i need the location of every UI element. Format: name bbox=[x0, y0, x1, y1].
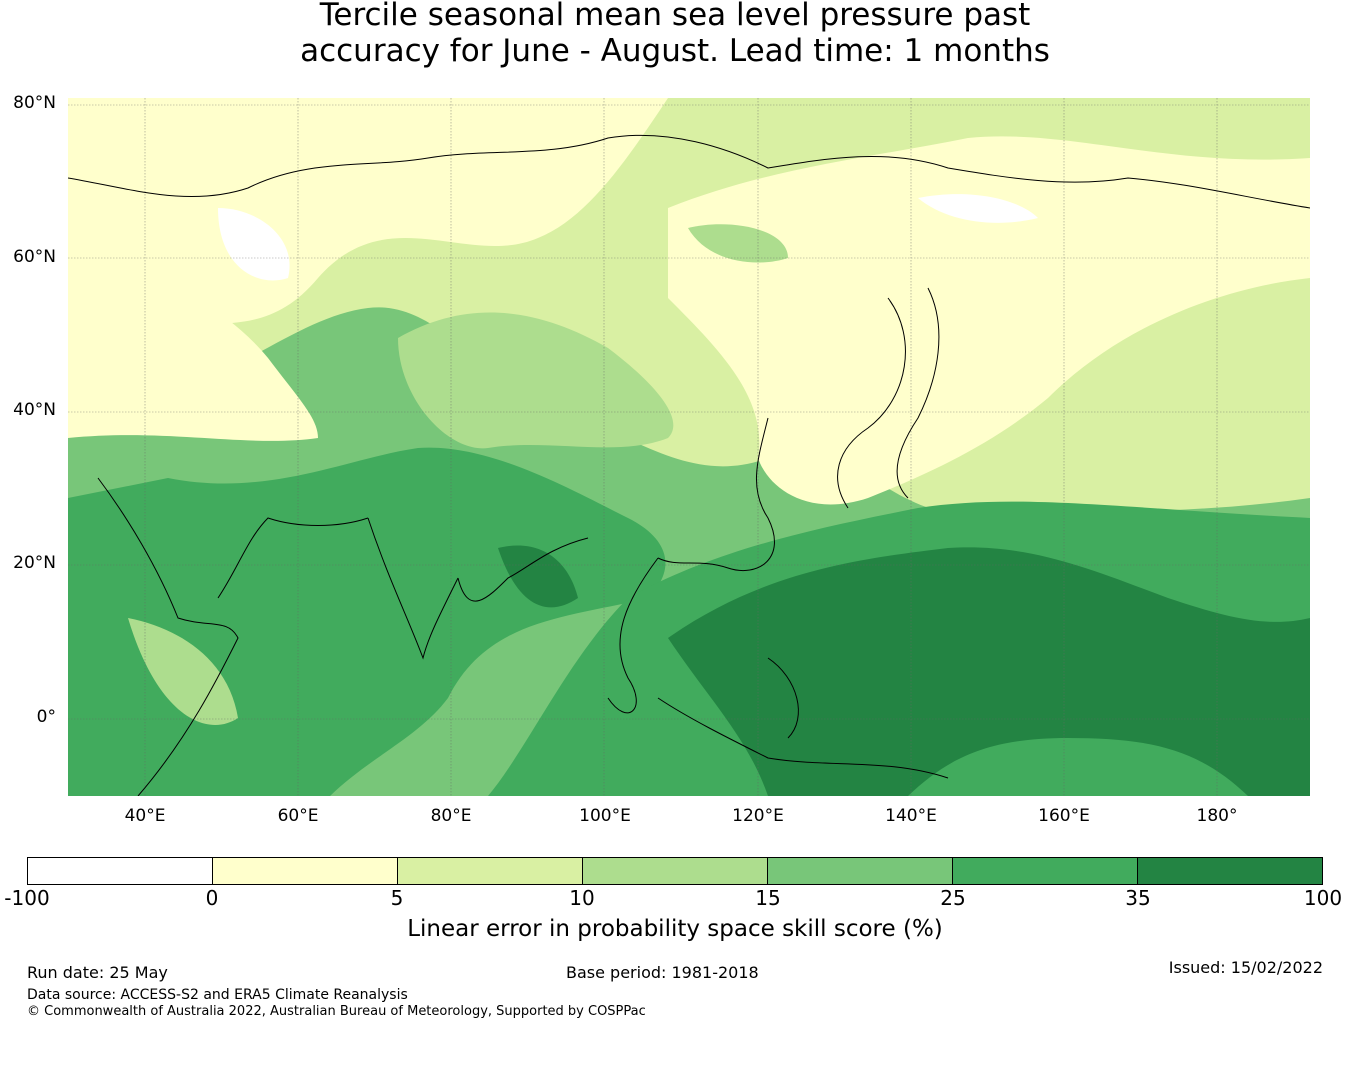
graticule bbox=[68, 98, 1310, 796]
colorbar-segment-1 bbox=[213, 858, 398, 884]
issued-date: Issued: 15/02/2022 bbox=[1168, 958, 1323, 977]
chart-title-line1: Tercile seasonal mean sea level pressure… bbox=[319, 0, 1031, 33]
coastlines bbox=[68, 134, 1310, 796]
colorbar-tick: 100 bbox=[1303, 886, 1343, 910]
lon-label-80e: 80°E bbox=[430, 806, 472, 826]
colorbar-segment-4 bbox=[768, 858, 953, 884]
lat-label-40n: 40°N bbox=[13, 400, 56, 420]
skill-region-pacific-35plus bbox=[668, 547, 1310, 796]
skill-region-mongolia-10to15 bbox=[688, 224, 788, 263]
colorbar-label: Linear error in probability space skill … bbox=[407, 916, 943, 942]
lat-label-60n: 60°N bbox=[13, 247, 56, 267]
colorbar-tick: 0 bbox=[205, 886, 219, 910]
colorbar-segment-0 bbox=[28, 858, 213, 884]
lon-label-120e: 120°E bbox=[732, 806, 784, 826]
data-source: Data source: ACCESS-S2 and ERA5 Climate … bbox=[27, 987, 408, 1003]
colorbar-tick: 25 bbox=[940, 886, 966, 910]
skill-region-centralasia-10to15 bbox=[398, 312, 674, 449]
copyright: © Commonwealth of Australia 2022, Austra… bbox=[27, 1004, 646, 1019]
colorbar-segment-6 bbox=[1138, 858, 1322, 884]
skill-region-arctic-negative bbox=[218, 208, 290, 281]
skill-score-map bbox=[68, 98, 1310, 796]
skill-region-east-0to5 bbox=[668, 136, 1310, 505]
lon-label-100e: 100°E bbox=[579, 806, 631, 826]
lat-label-20n: 20°N bbox=[13, 553, 56, 573]
lon-label-160e: 160°E bbox=[1038, 806, 1090, 826]
colorbar bbox=[27, 857, 1323, 885]
colorbar-tick: 10 bbox=[569, 886, 595, 910]
colorbar-segment-5 bbox=[953, 858, 1138, 884]
colorbar-tick: 5 bbox=[390, 886, 404, 910]
lat-label-0: 0° bbox=[36, 707, 56, 727]
lon-label-140e: 140°E bbox=[885, 806, 937, 826]
lon-label-180: 180° bbox=[1196, 806, 1238, 826]
skill-region-europe-0to5 bbox=[68, 276, 318, 441]
lat-label-80n: 80°N bbox=[13, 93, 56, 113]
colorbar-tick: 15 bbox=[755, 886, 781, 910]
chart-title-line2: accuracy for June - August. Lead time: 1… bbox=[300, 33, 1050, 69]
lon-label-60e: 60°E bbox=[277, 806, 319, 826]
skill-region-bengal-35plus bbox=[498, 545, 578, 608]
colorbar-tick: -100 bbox=[4, 886, 50, 910]
colorbar-tick: 35 bbox=[1125, 886, 1151, 910]
lon-label-40e: 40°E bbox=[124, 806, 166, 826]
base-period: Base period: 1981-2018 bbox=[566, 963, 759, 982]
skill-region-north-0to5 bbox=[68, 98, 668, 351]
run-date: Run date: 25 May bbox=[27, 963, 168, 982]
colorbar-segment-3 bbox=[583, 858, 768, 884]
colorbar-segment-2 bbox=[398, 858, 583, 884]
skill-region-africa-10to15 bbox=[128, 618, 238, 725]
skill-region-siberia-negative bbox=[918, 194, 1038, 223]
